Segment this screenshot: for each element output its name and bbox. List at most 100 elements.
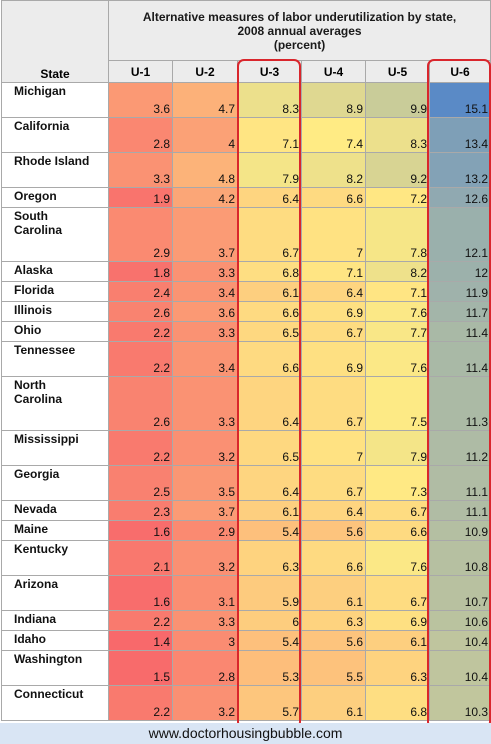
state-name-line: Oregon xyxy=(14,189,57,203)
value-cell-u3: 6.4 xyxy=(237,376,302,431)
state-name-line: Tennessee xyxy=(14,343,76,357)
state-name-cell: Connecticut xyxy=(1,685,109,721)
value-cell-u1: 2.1 xyxy=(108,540,173,576)
value-cell-u3: 6.4 xyxy=(237,465,302,501)
value-cell-u6: 10.8 xyxy=(428,540,491,576)
value-cell-u6: 11.1 xyxy=(428,465,491,501)
state-name-cell: Alaska xyxy=(1,261,109,282)
value-cell-u3: 5.7 xyxy=(237,685,302,721)
state-name-cell: Tennessee xyxy=(1,341,109,377)
value-cell-u3: 6.5 xyxy=(237,430,302,466)
state-name-line: Idaho xyxy=(14,632,46,646)
value-cell-u5: 7.6 xyxy=(365,341,430,377)
state-column-header: State xyxy=(1,0,109,83)
value-cell-u6: 12 xyxy=(428,261,491,282)
value-cell-u3: 7.9 xyxy=(237,152,302,188)
column-header-u4: U-4 xyxy=(301,60,366,83)
state-name-line: Washington xyxy=(14,652,83,666)
value-cell-u1: 1.5 xyxy=(108,650,173,686)
state-name-cell: Kentucky xyxy=(1,540,109,576)
value-cell-u4: 6.1 xyxy=(301,575,366,611)
value-cell-u4: 6.7 xyxy=(301,465,366,501)
value-cell-u3: 5.3 xyxy=(237,650,302,686)
value-cell-u5: 7.2 xyxy=(365,187,430,208)
state-name-cell: Nevada xyxy=(1,500,109,521)
state-name-line: Kentucky xyxy=(14,542,69,556)
table-row: Mississippi 2.2 3.2 6.5 7 7.9 11.2 xyxy=(1,430,491,466)
value-cell-u6: 11.1 xyxy=(428,500,491,521)
column-header-u3: U-3 xyxy=(237,60,302,83)
value-cell-u5: 8.2 xyxy=(365,261,430,282)
value-cell-u5: 6.1 xyxy=(365,630,430,651)
value-cell-u4: 6.3 xyxy=(301,610,366,631)
value-cell-u2: 3.2 xyxy=(172,430,238,466)
state-name-cell: Illinois xyxy=(1,301,109,322)
title-line-1: Alternative measures of labor underutili… xyxy=(142,9,457,24)
value-cell-u6: 12.6 xyxy=(428,187,491,208)
underutilization-table: State Alternative measures of labor unde… xyxy=(1,0,491,721)
value-cell-u5: 9.9 xyxy=(365,82,430,118)
value-cell-u2: 2.9 xyxy=(172,520,238,541)
state-name-cell: South Carolina xyxy=(1,207,109,262)
value-cell-u1: 2.3 xyxy=(108,500,173,521)
column-header-u1: U-1 xyxy=(108,60,173,83)
state-name-cell: Oregon xyxy=(1,187,109,208)
state-name-line: California xyxy=(14,119,70,133)
value-cell-u5: 7.9 xyxy=(365,430,430,466)
value-cell-u6: 11.9 xyxy=(428,281,491,302)
value-cell-u5: 8.3 xyxy=(365,117,430,153)
value-cell-u4: 6.4 xyxy=(301,500,366,521)
state-name-line: Michigan xyxy=(14,84,67,98)
value-cell-u5: 7.6 xyxy=(365,301,430,322)
value-cell-u1: 2.2 xyxy=(108,610,173,631)
state-name-cell: Washington xyxy=(1,650,109,686)
state-name-line: Ohio xyxy=(14,323,42,337)
value-cell-u3: 6.3 xyxy=(237,540,302,576)
value-cell-u1: 2.6 xyxy=(108,376,173,431)
state-name-cell: Ohio xyxy=(1,321,109,342)
value-cell-u4: 6.7 xyxy=(301,376,366,431)
value-cell-u5: 7.7 xyxy=(365,321,430,342)
value-cell-u2: 3.5 xyxy=(172,465,238,501)
state-name-cell: Mississippi xyxy=(1,430,109,466)
value-cell-u2: 3.3 xyxy=(172,321,238,342)
column-header-u2: U-2 xyxy=(172,60,238,83)
table-row: Connecticut 2.2 3.2 5.7 6.1 6.8 10.3 xyxy=(1,685,491,721)
state-name-cell: Arizona xyxy=(1,575,109,611)
value-cell-u2: 3.7 xyxy=(172,207,238,262)
table-row: Illinois 2.6 3.6 6.6 6.9 7.6 11.7 xyxy=(1,301,491,322)
value-cell-u3: 5.4 xyxy=(237,630,302,651)
value-cell-u6: 11.3 xyxy=(428,376,491,431)
value-cell-u6: 10.4 xyxy=(428,650,491,686)
state-name-line: Georgia xyxy=(14,467,60,481)
column-header-u6: U-6 xyxy=(428,60,491,83)
table-row: Rhode Island 3.3 4.8 7.9 8.2 9.2 13.2 xyxy=(1,152,491,188)
table-row: California 2.8 4 7.1 7.4 8.3 13.4 xyxy=(1,117,491,153)
state-name-line: Carolina xyxy=(14,223,63,237)
value-cell-u2: 3.2 xyxy=(172,540,238,576)
value-cell-u6: 13.4 xyxy=(428,117,491,153)
table-row: Tennessee 2.2 3.4 6.6 6.9 7.6 11.4 xyxy=(1,341,491,377)
value-cell-u4: 5.6 xyxy=(301,630,366,651)
value-cell-u2: 4.2 xyxy=(172,187,238,208)
value-cell-u5: 7.3 xyxy=(365,465,430,501)
value-cell-u6: 13.2 xyxy=(428,152,491,188)
table-title: Alternative measures of labor underutili… xyxy=(107,0,491,61)
table-row: Kentucky 2.1 3.2 6.3 6.6 7.6 10.8 xyxy=(1,540,491,576)
state-name-cell: Georgia xyxy=(1,465,109,501)
value-cell-u6: 10.4 xyxy=(428,630,491,651)
value-cell-u2: 4 xyxy=(172,117,238,153)
column-header-u5: U-5 xyxy=(365,60,430,83)
value-cell-u1: 2.2 xyxy=(108,341,173,377)
value-cell-u1: 2.2 xyxy=(108,321,173,342)
state-name-cell: Idaho xyxy=(1,630,109,651)
value-cell-u4: 5.6 xyxy=(301,520,366,541)
value-cell-u4: 6.4 xyxy=(301,281,366,302)
value-cell-u4: 8.2 xyxy=(301,152,366,188)
value-cell-u4: 5.5 xyxy=(301,650,366,686)
value-cell-u4: 7.4 xyxy=(301,117,366,153)
state-name-cell: Rhode Island xyxy=(1,152,109,188)
value-cell-u1: 2.5 xyxy=(108,465,173,501)
value-cell-u1: 1.8 xyxy=(108,261,173,282)
state-name-cell: Michigan xyxy=(1,82,109,118)
